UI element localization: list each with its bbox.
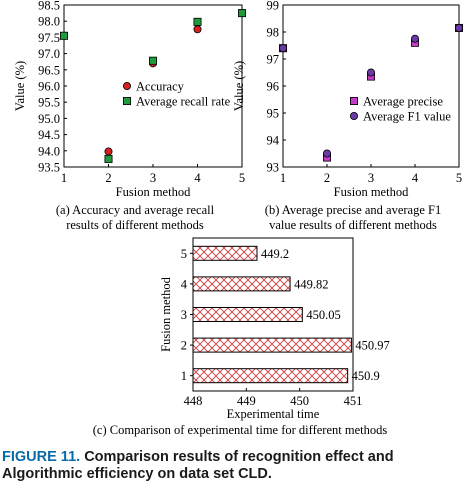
chart-a-ytick-label: 97.0 bbox=[38, 47, 60, 61]
chart-b-point-2-2 bbox=[322, 149, 331, 158]
chart-b-legend-label-2: Average F1 value bbox=[363, 110, 451, 124]
chart-c-bar-5 bbox=[192, 245, 258, 261]
chart-c-value-label-5: 449.2 bbox=[261, 247, 289, 261]
chart-a-ytick-label: 98.0 bbox=[38, 15, 60, 29]
chart-a-legend-marker-2 bbox=[123, 97, 132, 106]
chart-a-legend-label-1: Accuracy bbox=[136, 80, 185, 94]
chart-a-point-2-1 bbox=[60, 31, 69, 40]
chart-a-point-1-4 bbox=[193, 25, 202, 34]
chart-c-value-label-1: 450.9 bbox=[352, 369, 380, 383]
chart-a-ytick-label: 94.5 bbox=[38, 128, 60, 142]
chart-c-bar-3 bbox=[192, 307, 303, 322]
chart-b-ytick-label: 94 bbox=[267, 134, 280, 148]
chart-c-ytick-label: 1 bbox=[181, 369, 187, 383]
chart-b-ytick-label: 97 bbox=[267, 53, 280, 67]
chart-b-ytick-label: 96 bbox=[267, 80, 280, 94]
chart-a-ytick-label: 97.5 bbox=[38, 31, 60, 45]
chart-a-xtick-label: 5 bbox=[239, 171, 245, 185]
chart-b-xtick-label: 5 bbox=[456, 171, 462, 185]
chart-c-ytick-label: 3 bbox=[181, 308, 187, 322]
chart-b: 93 94 95 96 97 98 99 1 2 3 4 5 Fusion method Value (%… bbox=[232, 0, 463, 232]
chart-a-ytick-label: 95.0 bbox=[38, 112, 60, 126]
chart-b-xtick-label: 4 bbox=[412, 171, 419, 185]
chart-c: 450.9 1 450.97 2 450.05 3 449.82 4 449.2 5 448 449 4… bbox=[93, 237, 390, 437]
chart-b-ytick-label: 95 bbox=[267, 107, 280, 121]
figure-caption-label: FIGURE 11. bbox=[2, 449, 81, 465]
chart-c-bar-2 bbox=[192, 337, 352, 353]
chart-c-xtick-label: 449 bbox=[237, 394, 256, 408]
chart-b-point-2-3 bbox=[366, 68, 375, 77]
chart-a-point-2-5 bbox=[237, 9, 246, 18]
chart-c-ytick-label: 2 bbox=[181, 339, 187, 353]
chart-a-ylabel: Value (%) bbox=[13, 61, 27, 111]
chart-a-xlabel: Fusion method bbox=[116, 185, 191, 199]
chart-c-ylabel: Fusion method bbox=[159, 276, 173, 351]
chart-c-caption: (c) Comparison of experimental time for … bbox=[93, 423, 388, 437]
chart-a-ytick-label: 95.5 bbox=[38, 96, 60, 110]
chart-a-legend-label-2: Average recall rate bbox=[136, 95, 231, 109]
chart-b-point-2-4 bbox=[410, 34, 419, 43]
chart-a-xtick-label: 2 bbox=[105, 171, 111, 185]
chart-a-legend-marker-1 bbox=[123, 82, 132, 91]
chart-a-point-2-4 bbox=[193, 17, 202, 26]
chart-a-xtick-label: 4 bbox=[194, 171, 201, 185]
chart-c-value-label-3: 450.05 bbox=[306, 308, 340, 322]
chart-b-xtick-label: 2 bbox=[324, 171, 330, 185]
chart-c-bar-1 bbox=[192, 368, 349, 384]
chart-a-ytick-label: 96.5 bbox=[38, 63, 60, 77]
chart-b-point-2-5 bbox=[454, 23, 463, 32]
chart-b-legend-label-1: Average precise bbox=[363, 95, 443, 109]
chart-c-xlabel: Experimental time bbox=[227, 407, 320, 421]
chart-b-caption-line-2: value results of different methods bbox=[269, 218, 437, 232]
chart-a-caption-line-2: results of different methods bbox=[66, 218, 204, 232]
chart-c-value-label-2: 450.97 bbox=[355, 339, 389, 353]
chart-b-ylabel: Value (%) bbox=[232, 61, 246, 111]
chart-a: 93.5 94.0 94.5 95.0 95.5 96.0 96.5 97.0 97.5 98.0… bbox=[13, 0, 246, 232]
chart-b-legend-marker-1 bbox=[349, 97, 358, 106]
chart-a-ytick-label: 94.0 bbox=[38, 144, 60, 158]
chart-b-point-2-1 bbox=[278, 44, 287, 53]
chart-b-xtick-label: 1 bbox=[280, 171, 286, 185]
chart-a-ytick-label: 93.5 bbox=[38, 161, 60, 175]
chart-a-ytick-label: 98.5 bbox=[38, 0, 60, 13]
chart-a-xtick-label: 3 bbox=[150, 171, 156, 185]
chart-a-point-2-2 bbox=[104, 154, 113, 163]
chart-b-caption-line-1: (b) Average precise and average F1 bbox=[265, 203, 441, 217]
chart-b-ytick-label: 99 bbox=[267, 0, 280, 13]
chart-b-xlabel: Fusion method bbox=[334, 185, 409, 199]
chart-b-ytick-label: 98 bbox=[267, 26, 280, 40]
chart-c-bar-4 bbox=[192, 276, 291, 292]
chart-a-xtick-label: 1 bbox=[61, 171, 67, 185]
chart-a-caption-line-1: (a) Accuracy and average recall bbox=[56, 203, 215, 217]
chart-b-ytick-label: 93 bbox=[267, 161, 280, 175]
chart-c-value-label-4: 449.82 bbox=[294, 277, 328, 291]
chart-c-xtick-label: 451 bbox=[344, 394, 363, 408]
chart-a-point-1-2 bbox=[104, 147, 113, 156]
figure-caption: FIGURE 11. Comparison results of recogni… bbox=[2, 449, 472, 483]
chart-b-legend-marker-2 bbox=[349, 112, 358, 121]
chart-c-xtick-label: 448 bbox=[184, 394, 203, 408]
chart-a-ytick-label: 96.0 bbox=[38, 80, 60, 94]
chart-b-plot-frame bbox=[282, 4, 460, 168]
chart-a-point-2-3 bbox=[148, 56, 157, 65]
chart-c-ytick-label: 4 bbox=[181, 277, 188, 291]
chart-c-xtick-label: 450 bbox=[290, 394, 309, 408]
chart-b-xtick-label: 3 bbox=[368, 171, 374, 185]
chart-c-ytick-label: 5 bbox=[181, 247, 187, 261]
figure-caption-text: Comparison results of recognition effect… bbox=[2, 449, 394, 482]
